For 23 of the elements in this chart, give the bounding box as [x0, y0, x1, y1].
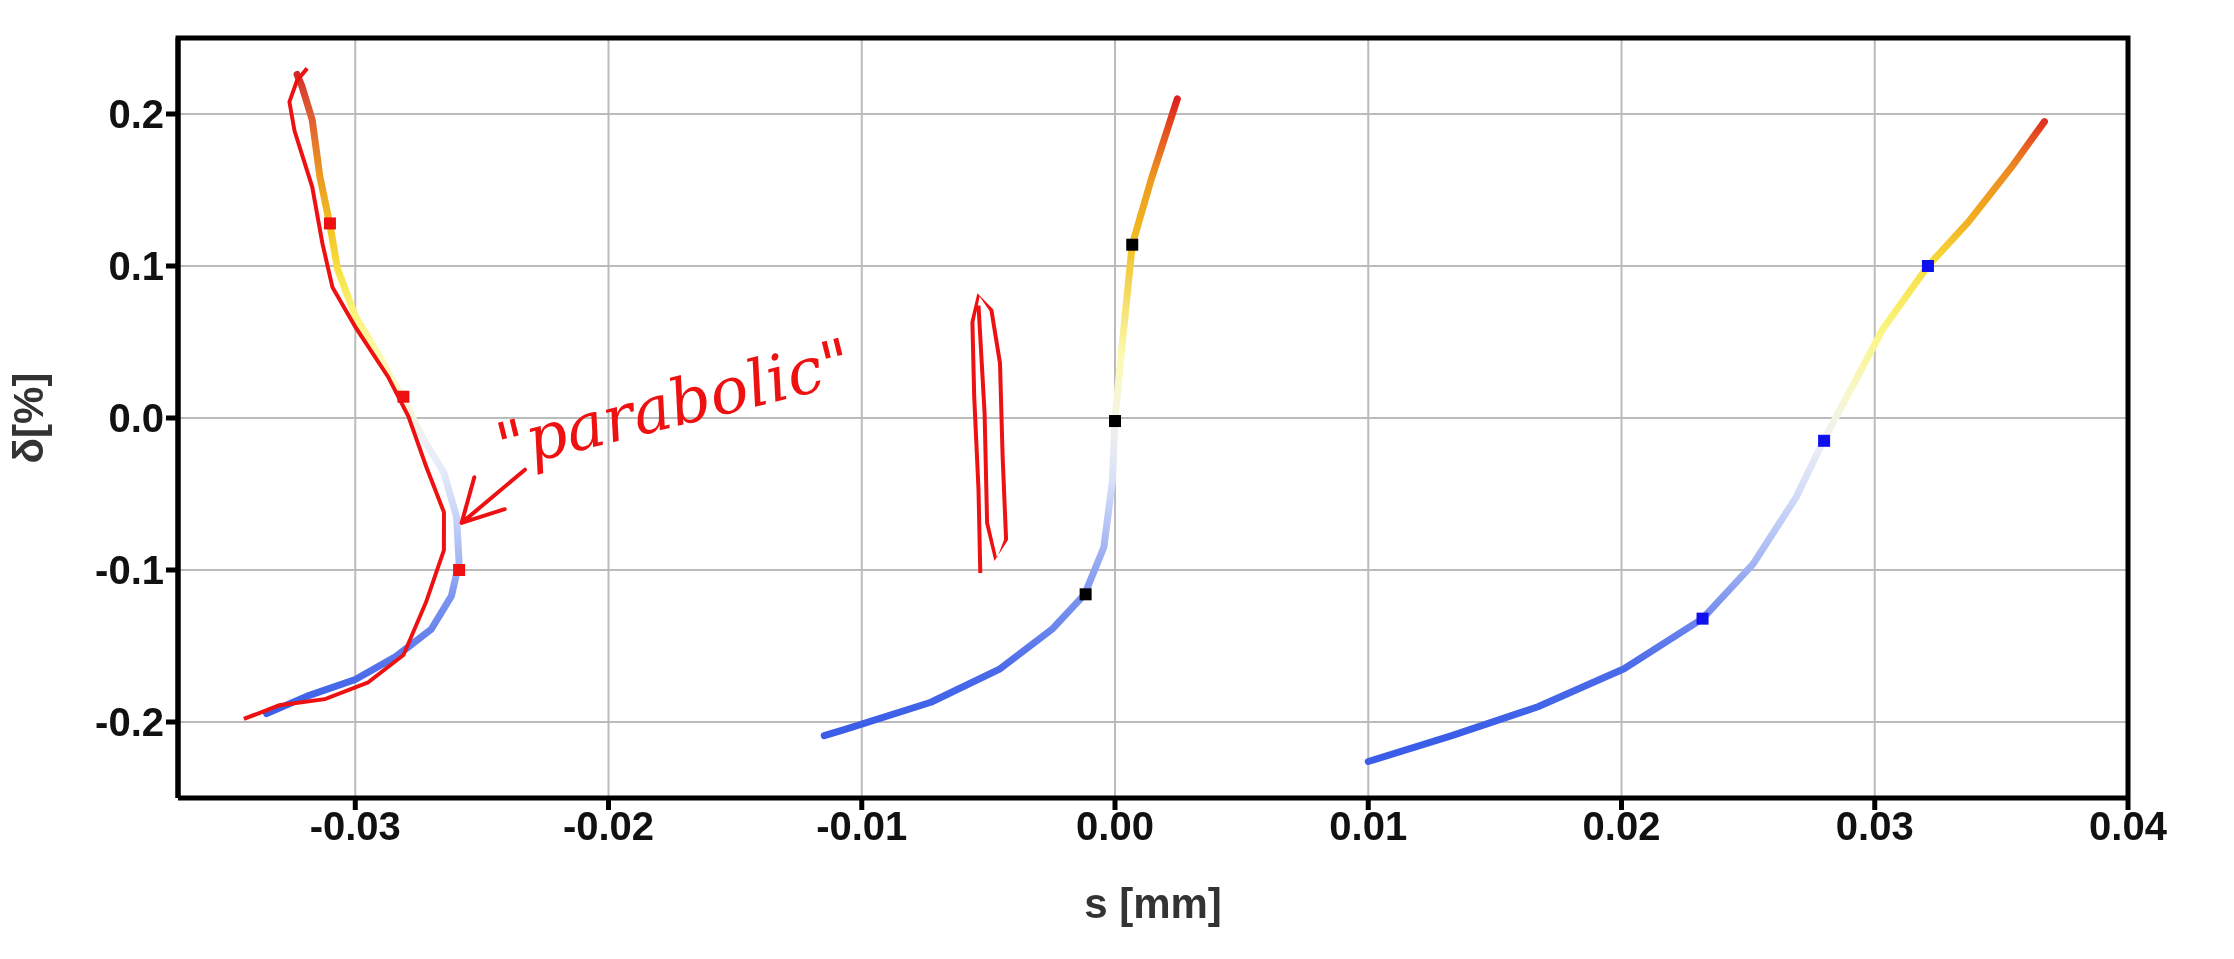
x-tick-label: 0.02: [1582, 804, 1661, 849]
x-tick-label: 0.03: [1835, 804, 1914, 849]
x-tick-label: 0.04: [2089, 804, 2168, 849]
point: [1818, 434, 1831, 447]
point: [1109, 415, 1122, 428]
point: [1126, 238, 1139, 251]
point: [1696, 612, 1709, 625]
x-tick-label: 0.01: [1329, 804, 1408, 849]
x-tick-label: 0.00: [1076, 804, 1154, 849]
point: [1079, 588, 1092, 601]
y-tick-label: 0.2: [108, 92, 164, 137]
x-tick-label: -0.03: [309, 804, 401, 849]
y-tick-label: -0.1: [95, 548, 164, 593]
y-tick-label: 0.0: [108, 396, 164, 441]
y-tick-label: -0.2: [95, 700, 164, 745]
y-axis-title: δ[%]: [4, 372, 52, 464]
x-tick-label: -0.01: [816, 804, 908, 849]
point: [453, 564, 466, 576]
point: [323, 217, 336, 230]
x-axis-title: s [mm]: [1084, 880, 1222, 927]
x-tick-label: -0.02: [562, 804, 655, 849]
y-tick-label: 0.1: [108, 244, 164, 289]
point: [1921, 260, 1934, 272]
